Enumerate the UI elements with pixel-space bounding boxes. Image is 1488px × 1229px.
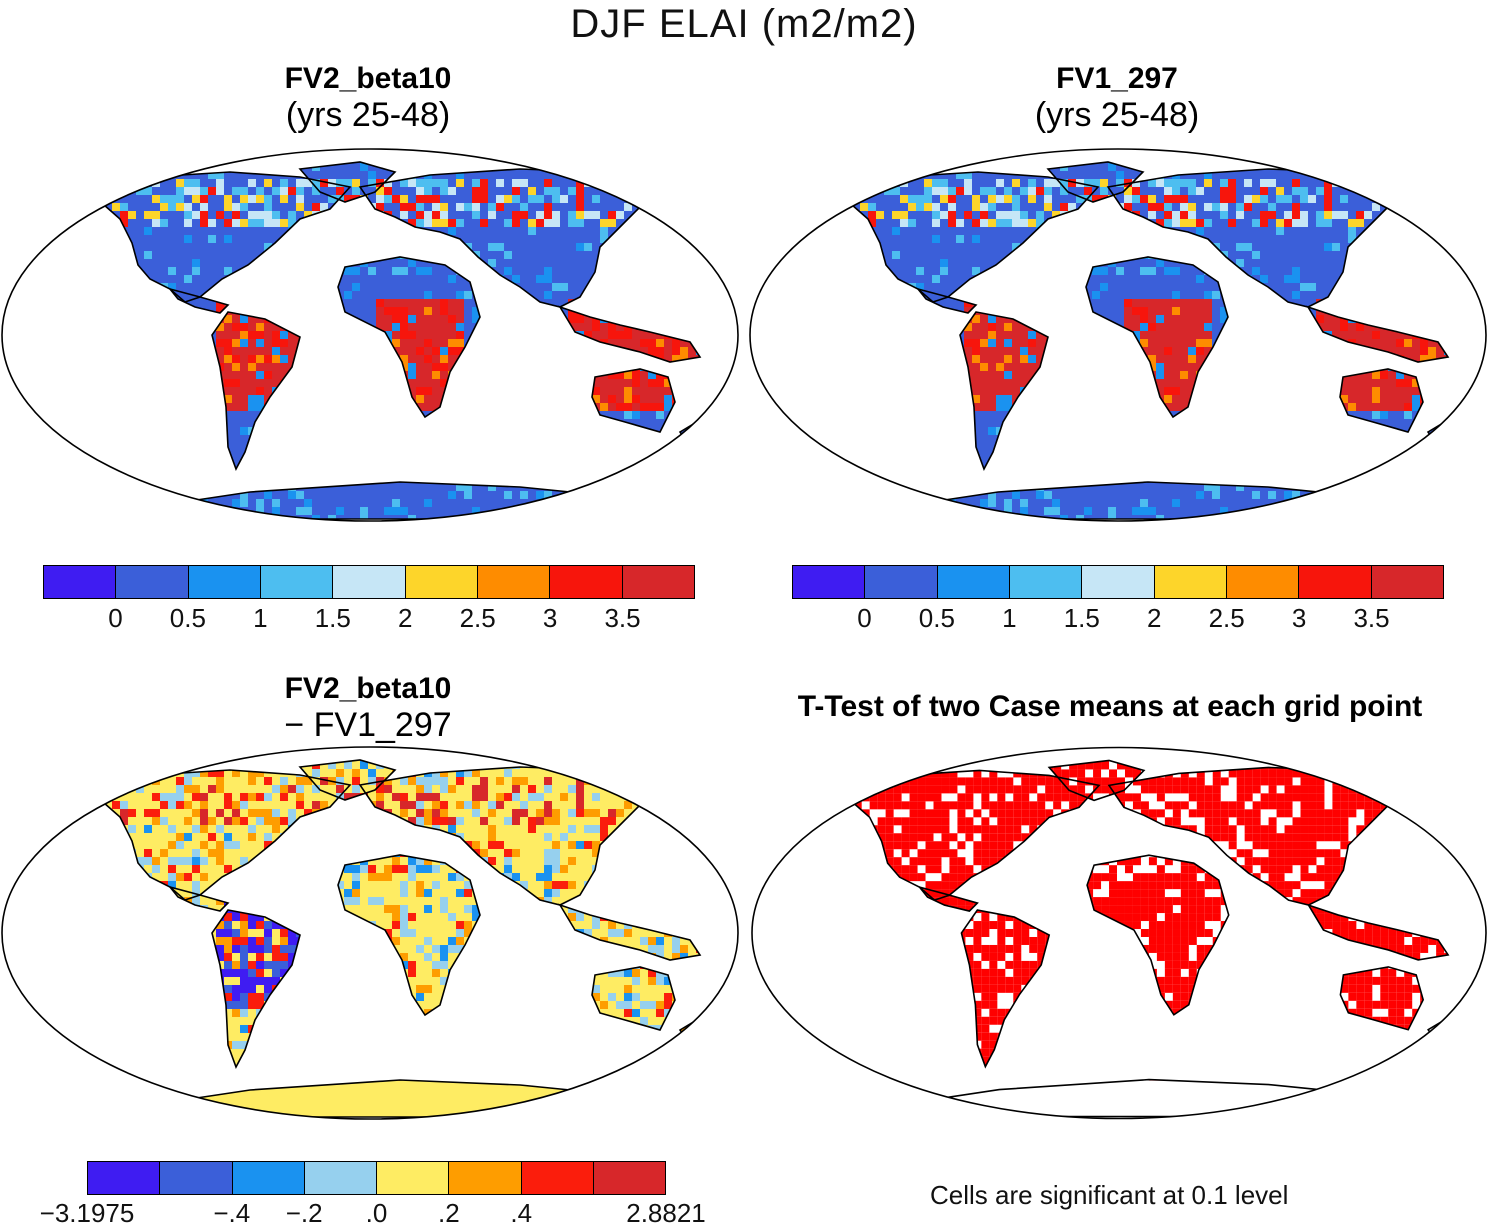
colorbar-tick-label: 2 xyxy=(1147,603,1161,634)
significance-note: Cells are significant at 0.1 level xyxy=(930,1180,1288,1211)
colorbar-swatch xyxy=(1010,566,1082,598)
colorbar-swatch xyxy=(160,1162,232,1194)
colorbar-tick-label: 3.5 xyxy=(1353,603,1389,634)
colorbar-tick-label: −3.1975 xyxy=(40,1198,135,1229)
map-fv1-297 xyxy=(748,147,1488,523)
panel-title-bl: FV2_beta10 − FV1_297 xyxy=(218,672,518,745)
colorbar-tick-label: .2 xyxy=(438,1198,460,1229)
map-ttest xyxy=(750,745,1488,1121)
colorbar-swatch xyxy=(44,566,116,598)
colorbar-tick-label: 1 xyxy=(1002,603,1016,634)
colorbar-fv1-297 xyxy=(792,565,1444,599)
colorbar-swatch xyxy=(189,566,261,598)
colorbar-fv2-beta10 xyxy=(43,565,695,599)
panel-title-tl: FV2_beta10 (yrs 25-48) xyxy=(218,62,518,135)
panel-tl-subtitle: (yrs 25-48) xyxy=(218,96,518,135)
panel-br-name: T-Test of two Case means at each grid po… xyxy=(760,690,1460,724)
colorbar-tick-label: 3 xyxy=(1292,603,1306,634)
colorbar-difference xyxy=(87,1161,666,1195)
colorbar-tick-label: .0 xyxy=(366,1198,388,1229)
colorbar-swatch xyxy=(478,566,550,598)
colorbar-tick-label: 3 xyxy=(543,603,557,634)
colorbar-swatch xyxy=(305,1162,377,1194)
colorbar-swatch xyxy=(865,566,937,598)
panel-title-tr: FV1_297 (yrs 25-48) xyxy=(967,62,1267,135)
panel-bl-name: FV2_beta10 xyxy=(218,672,518,706)
colorbar-swatch xyxy=(1082,566,1154,598)
colorbar-swatch xyxy=(377,1162,449,1194)
colorbar-tick-label: 3.5 xyxy=(604,603,640,634)
colorbar-swatch xyxy=(623,566,694,598)
panel-tr-subtitle: (yrs 25-48) xyxy=(967,96,1267,135)
panel-bl-subtitle: − FV1_297 xyxy=(218,706,518,745)
colorbar-swatch xyxy=(261,566,333,598)
colorbar-tick-label: 2.5 xyxy=(460,603,496,634)
colorbar-swatch xyxy=(1299,566,1371,598)
colorbar-tick-label: 2 xyxy=(398,603,412,634)
colorbar-tick-label: 2.5 xyxy=(1209,603,1245,634)
colorbar-swatch xyxy=(522,1162,594,1194)
colorbar-tick-label: 0.5 xyxy=(919,603,955,634)
map-difference xyxy=(0,745,740,1121)
panel-title-br: T-Test of two Case means at each grid po… xyxy=(760,690,1460,724)
panel-tr-name: FV1_297 xyxy=(967,62,1267,96)
colorbar-swatch xyxy=(333,566,405,598)
colorbar-swatch xyxy=(594,1162,665,1194)
colorbar-tick-label: 0.5 xyxy=(170,603,206,634)
colorbar-tick-label: 2.8821 xyxy=(626,1198,706,1229)
panel-tl-name: FV2_beta10 xyxy=(218,62,518,96)
colorbar-swatch xyxy=(449,1162,521,1194)
colorbar-swatch xyxy=(406,566,478,598)
colorbar-tick-label: 0 xyxy=(857,603,871,634)
colorbar-swatch xyxy=(550,566,622,598)
colorbar-swatch xyxy=(793,566,865,598)
colorbar-tick-label: 1.5 xyxy=(315,603,351,634)
figure-title: DJF ELAI (m2/m2) xyxy=(0,2,1488,47)
colorbar-tick-label: 1 xyxy=(253,603,267,634)
colorbar-tick-label: 1.5 xyxy=(1064,603,1100,634)
colorbar-tick-label: −.2 xyxy=(286,1198,323,1229)
colorbar-swatch xyxy=(938,566,1010,598)
colorbar-swatch xyxy=(116,566,188,598)
colorbar-swatch xyxy=(233,1162,305,1194)
colorbar-swatch xyxy=(88,1162,160,1194)
map-fv2-beta10 xyxy=(0,147,740,523)
colorbar-swatch xyxy=(1227,566,1299,598)
colorbar-swatch xyxy=(1155,566,1227,598)
colorbar-tick-label: .4 xyxy=(510,1198,532,1229)
colorbar-tick-label: −.4 xyxy=(213,1198,250,1229)
colorbar-swatch xyxy=(1372,566,1443,598)
colorbar-tick-label: 0 xyxy=(108,603,122,634)
